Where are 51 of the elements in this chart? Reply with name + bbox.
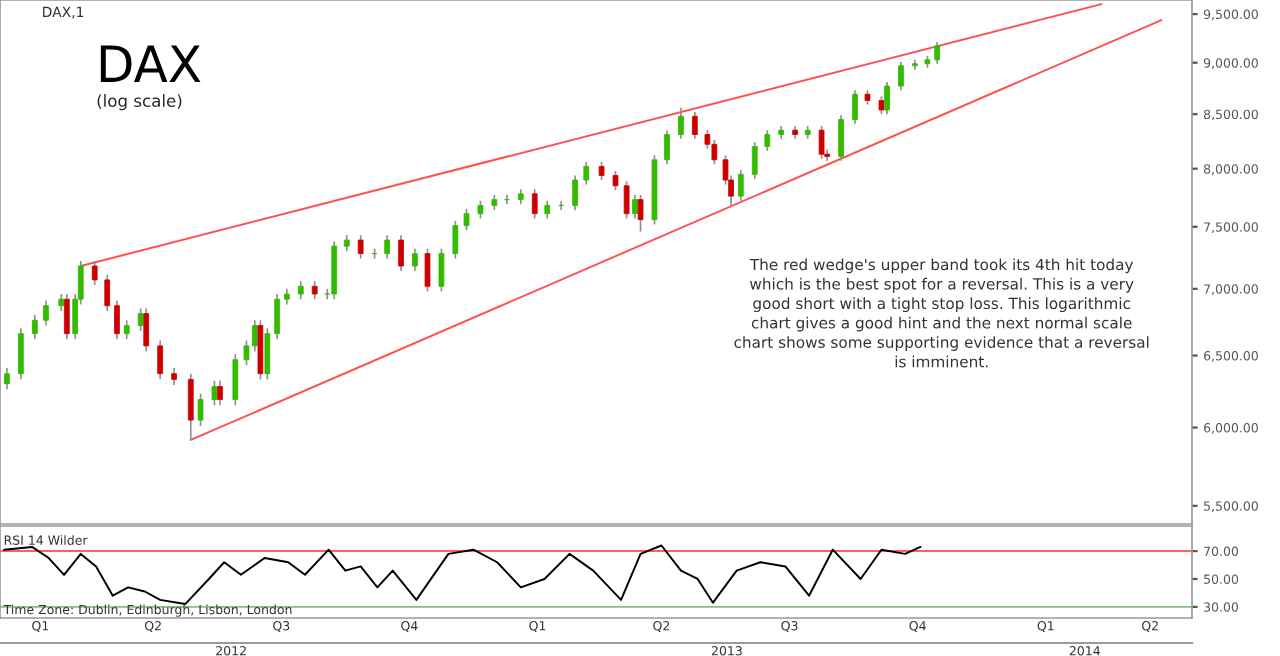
text: DAX xyxy=(100,45,201,82)
candlestick xyxy=(818,125,825,160)
candlestick xyxy=(692,111,698,140)
candlestick xyxy=(531,188,538,220)
candlestick xyxy=(438,247,445,293)
candlestick xyxy=(412,247,418,272)
candlestick xyxy=(583,161,590,186)
candlestick xyxy=(331,240,338,301)
candlestick xyxy=(251,319,258,353)
candlestick xyxy=(264,327,271,381)
candlestick xyxy=(187,372,194,441)
candlestick xyxy=(31,314,38,340)
candlestick xyxy=(357,234,364,260)
candlestick xyxy=(384,234,390,260)
candlestick xyxy=(91,260,98,286)
candlestick xyxy=(197,392,204,427)
candlestick xyxy=(18,327,24,381)
candlestick xyxy=(852,89,858,125)
candlestick xyxy=(764,129,771,152)
text: (log scale) xyxy=(97,94,182,111)
candlestick xyxy=(63,293,70,340)
candlestick xyxy=(463,208,470,232)
candlestick xyxy=(211,379,218,407)
candlestick xyxy=(898,60,904,91)
candlestick xyxy=(157,339,163,381)
candlestick xyxy=(751,141,758,180)
candlestick xyxy=(598,161,605,181)
candlestick xyxy=(104,273,111,312)
candlestick xyxy=(274,293,280,340)
candlestick xyxy=(737,168,744,202)
candlestick xyxy=(114,299,120,340)
candlestick xyxy=(838,114,844,162)
candlestick xyxy=(232,353,239,407)
candlestick xyxy=(297,280,304,301)
candlestick xyxy=(137,307,144,332)
candlestick xyxy=(123,319,130,340)
candlestick xyxy=(623,180,630,220)
candlestick xyxy=(884,81,890,116)
candlestick xyxy=(398,234,404,272)
candlestick xyxy=(664,129,670,166)
line-series xyxy=(3,544,922,606)
candlestick xyxy=(43,299,49,327)
candlestick xyxy=(424,247,431,293)
candlestick xyxy=(143,307,150,353)
candlestick xyxy=(678,107,684,140)
candlestick xyxy=(311,280,318,301)
candlestick xyxy=(637,194,644,233)
candlestick xyxy=(452,219,459,260)
candlestick xyxy=(217,379,223,407)
candlestick xyxy=(572,174,578,211)
candlestick xyxy=(612,170,619,192)
